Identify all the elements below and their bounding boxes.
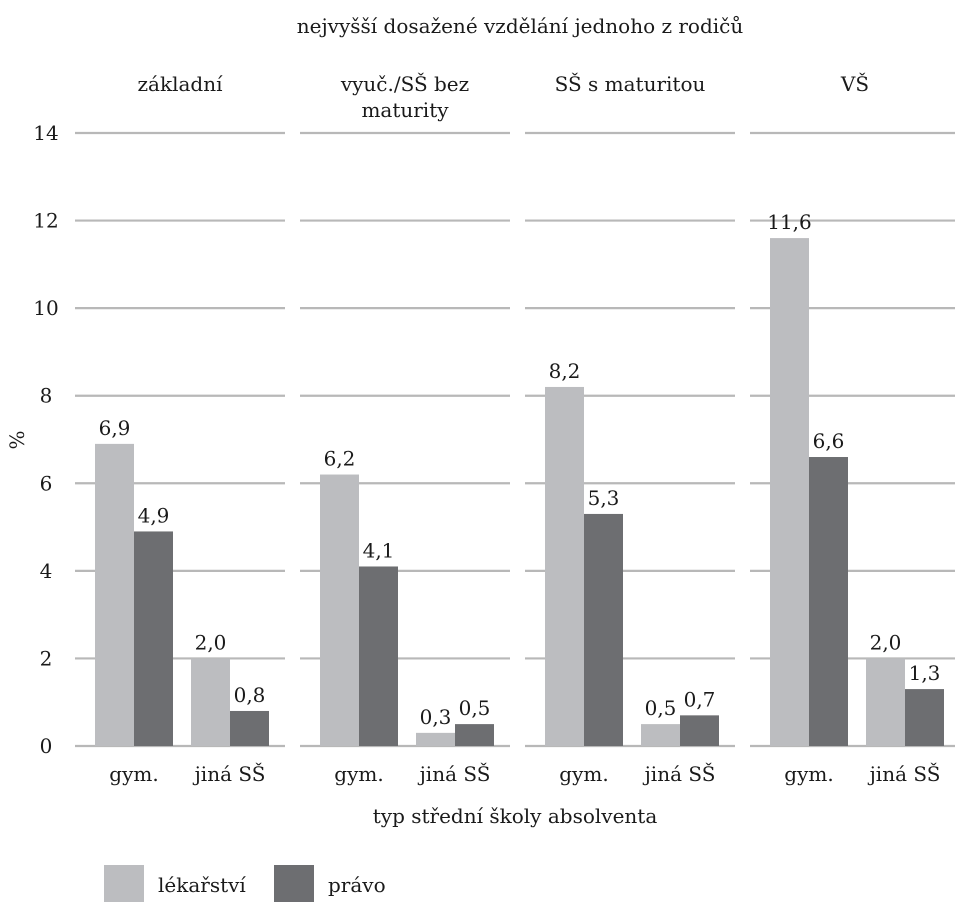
panel-title: základní — [138, 72, 224, 96]
bar-lekarstvi — [191, 658, 230, 746]
x-tick-label: gym. — [559, 762, 608, 786]
data-label: 2,0 — [870, 630, 902, 654]
data-label: 6,9 — [99, 416, 131, 440]
legend-label: lékařství — [158, 873, 246, 897]
bar-lekarstvi — [416, 732, 455, 746]
y-tick-label: 2 — [40, 646, 53, 670]
bar-pravo — [584, 513, 623, 746]
legend: lékařství právo — [104, 865, 386, 902]
x-tick-label: jiná SŠ — [418, 761, 491, 786]
data-label: 0,8 — [234, 683, 266, 707]
y-tick-label: 0 — [40, 734, 53, 758]
bar-pravo — [134, 531, 173, 746]
panel-title: SŠ s maturitou — [555, 71, 706, 96]
bar-pravo — [455, 724, 494, 746]
y-tick-label: 12 — [33, 209, 58, 233]
x-tick-label: gym. — [334, 762, 383, 786]
bar-lekarstvi — [866, 658, 905, 746]
data-label: 0,3 — [420, 705, 452, 729]
y-tick-label: 4 — [40, 559, 53, 583]
data-label: 6,6 — [813, 429, 845, 453]
y-tick-label: 6 — [40, 471, 53, 495]
y-axis-label: % — [5, 430, 29, 449]
y-tick-label: 14 — [33, 121, 58, 145]
panel-title: maturity — [361, 98, 449, 122]
bar-lekarstvi — [770, 238, 809, 747]
bar-lekarstvi — [545, 386, 584, 746]
data-label: 11,6 — [767, 210, 812, 234]
data-label: 0,5 — [459, 696, 491, 720]
panel-title: vyuč./SŠ bez — [340, 71, 469, 96]
panel-title: VŠ — [840, 71, 869, 96]
panel-3: SŠ s maturitou 8,2 5,3 gym. 0,5 0,7 jiná SŠ — [545, 71, 719, 786]
bar-lekarstvi — [320, 474, 359, 746]
x-tick-label: gym. — [109, 762, 158, 786]
bar-pravo — [359, 566, 398, 746]
bar-lekarstvi — [95, 443, 134, 746]
x-tick-label: jiná SŠ — [868, 761, 941, 786]
data-label: 1,3 — [909, 661, 941, 685]
x-tick-label: gym. — [784, 762, 833, 786]
bar-pravo — [680, 715, 719, 746]
data-label: 8,2 — [549, 359, 581, 383]
y-tick-labels: 0 2 4 6 8 10 12 14 — [33, 121, 58, 758]
legend-label: právo — [328, 873, 386, 897]
panel-1: základní 6,9 4,9 gym. 2,0 0,8 jiná SŠ — [95, 72, 269, 786]
bar-pravo — [809, 457, 848, 746]
chart-title: nejvyšší dosažené vzdělání jednoho z rod… — [297, 14, 744, 38]
data-label: 6,2 — [324, 447, 356, 471]
legend-swatch-lekarstvi — [104, 865, 144, 902]
data-label: 2,0 — [195, 630, 227, 654]
data-label: 0,7 — [684, 687, 716, 711]
x-tick-label: jiná SŠ — [193, 761, 266, 786]
bar-pravo — [905, 689, 944, 746]
data-label: 4,1 — [363, 538, 395, 562]
x-axis-label: typ střední školy absolventa — [373, 804, 658, 828]
legend-swatch-pravo — [274, 865, 314, 902]
y-tick-label: 8 — [40, 384, 53, 408]
y-tick-label: 10 — [33, 296, 58, 320]
x-tick-label: jiná SŠ — [643, 761, 716, 786]
data-label: 5,3 — [588, 486, 620, 510]
data-label: 4,9 — [138, 503, 170, 527]
panel-4: VŠ 11,6 6,6 gym. 2,0 1,3 jiná SŠ — [767, 71, 944, 786]
bar-lekarstvi — [641, 724, 680, 746]
data-label: 0,5 — [645, 696, 677, 720]
bar-pravo — [230, 710, 269, 746]
